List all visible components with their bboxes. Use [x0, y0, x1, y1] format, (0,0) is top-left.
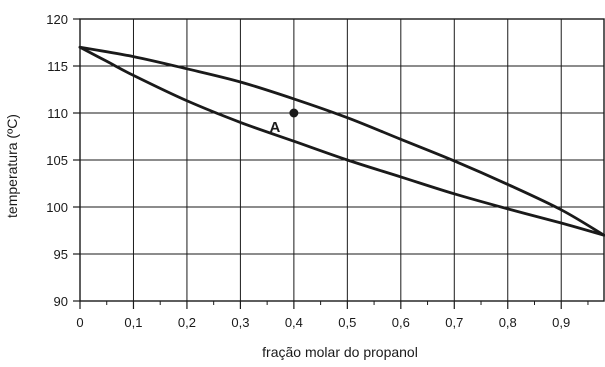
annotations: A — [269, 108, 299, 136]
series-curve-1 — [78, 45, 605, 237]
y-tick-label: 115 — [47, 59, 68, 74]
x-tick-label: 0,3 — [231, 315, 249, 330]
x-tick-label: 0,1 — [124, 315, 142, 330]
series-curve-2 — [78, 45, 605, 237]
x-tick-label: 0,2 — [178, 315, 196, 330]
annotation-label: A — [269, 119, 280, 136]
x-tick-label: 0,8 — [499, 315, 517, 330]
y-tick-label: 105 — [46, 153, 68, 168]
x-tick-label: 0 — [76, 315, 83, 330]
x-axis-label: fração molar do propanol — [262, 344, 418, 360]
x-tick-label: 0,5 — [338, 315, 356, 330]
y-tick-label: 110 — [47, 106, 68, 121]
x-tick-label: 0,6 — [392, 315, 410, 330]
x-tick-label: 0,4 — [285, 315, 303, 330]
y-tick-label: 90 — [54, 294, 68, 309]
x-tick-label: 0,9 — [552, 315, 570, 330]
tick-labels: 90 95 100 105 110 115 120 0 0,1 0,2 0,3 0,4 0,5 0,6 0,… — [46, 12, 570, 330]
axes — [73, 18, 605, 309]
y-tick-label: 120 — [46, 12, 68, 27]
x-tick-label: 0,7 — [445, 315, 463, 330]
y-tick-label: 100 — [46, 200, 68, 215]
grid-lines — [80, 19, 604, 301]
y-tick-label: 95 — [54, 247, 68, 262]
series-curves — [78, 45, 605, 237]
y-axis-label: temperatura (ºC) — [4, 114, 20, 218]
annotation-point — [289, 108, 299, 118]
